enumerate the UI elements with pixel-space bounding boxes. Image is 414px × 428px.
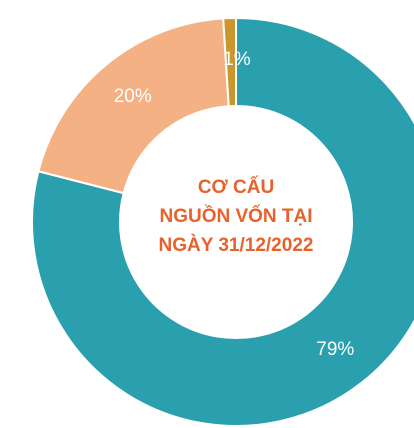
slice-label: 79% <box>316 339 354 360</box>
slice-label: 1% <box>223 49 251 70</box>
center-title: CƠ CẤU <box>198 176 274 198</box>
donut-slice <box>31 16 414 427</box>
donut-slice <box>222 16 237 108</box>
donut-slice <box>37 17 230 195</box>
center-title: NGÀY 31/12/2022 <box>159 234 314 256</box>
center-title: NGUỒN VỐN TẠI <box>159 205 312 227</box>
slice-label: 20% <box>114 86 152 107</box>
